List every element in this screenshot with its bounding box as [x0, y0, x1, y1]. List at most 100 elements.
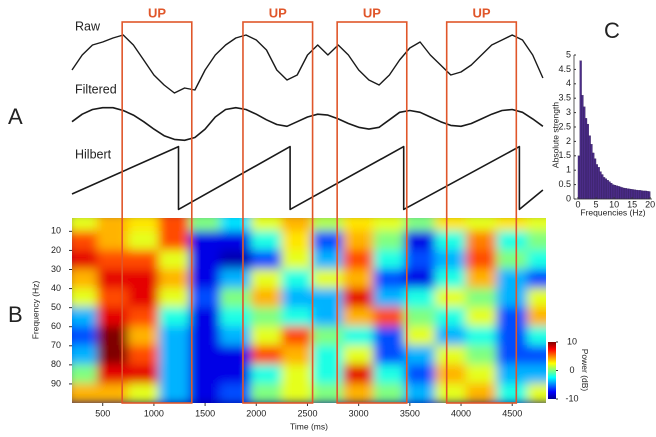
heat-cell — [434, 268, 467, 290]
histogram-bar — [612, 184, 615, 200]
histogram-bar — [586, 123, 589, 200]
x-tick-label: 4500 — [502, 408, 522, 418]
heat-cell — [404, 249, 436, 270]
heat-cell — [97, 326, 129, 347]
heat-cell — [465, 249, 498, 270]
heat-cell — [97, 345, 129, 366]
heat-cell — [373, 230, 406, 251]
heat-cell — [158, 249, 191, 270]
heat-cell — [312, 326, 344, 347]
heat-cell — [158, 230, 191, 251]
heat-cell — [219, 230, 252, 251]
spectrogram-cells — [72, 218, 546, 403]
x-tick-label: 1000 — [144, 408, 164, 418]
heat-cell — [496, 249, 529, 270]
heat-cell — [127, 288, 160, 309]
heat-cell — [527, 218, 546, 232]
colorbar — [548, 342, 556, 399]
histogram-bar — [633, 189, 636, 200]
histogram-bar — [601, 174, 604, 200]
panel-label: C — [604, 18, 620, 43]
x-tick-label: 5 — [594, 199, 599, 209]
x-tick-label: 15 — [627, 199, 637, 209]
heat-cell — [404, 268, 436, 290]
heat-cell — [158, 268, 191, 290]
heat-cell — [97, 307, 129, 328]
histogram-bar — [613, 185, 617, 200]
heat-cell — [465, 364, 498, 385]
histogram-bar — [628, 188, 631, 200]
y-tick-label: 90 — [51, 378, 61, 388]
up-period-label: UP — [472, 5, 490, 20]
heat-cell — [527, 364, 546, 385]
histogram-bar — [635, 189, 638, 200]
heat-cell — [250, 364, 283, 385]
heat-cell — [527, 268, 546, 290]
heat-cell — [158, 288, 191, 309]
heat-cell — [404, 218, 436, 232]
heat-cell — [127, 230, 160, 251]
heat-cell — [465, 268, 498, 290]
histogram-bar — [590, 144, 593, 200]
trace-line — [71, 106, 544, 142]
y-tick-label: 10 — [51, 226, 61, 236]
heat-cell — [250, 249, 283, 270]
y-tick-label: 50 — [51, 302, 61, 312]
heat-cell — [250, 218, 283, 232]
heat-cell — [527, 326, 546, 347]
heat-cell — [97, 218, 129, 232]
histogram-bar — [585, 118, 588, 200]
heat-cell — [312, 230, 344, 251]
heat-cell — [342, 230, 375, 251]
heat-cell — [158, 383, 191, 403]
y-tick-label: 20 — [51, 245, 61, 255]
y-tick-label: 40 — [51, 283, 61, 293]
colorbar-tick-label: 10 — [567, 336, 577, 346]
heat-cell — [373, 383, 406, 403]
heat-cell — [189, 364, 221, 385]
heat-cell — [465, 288, 498, 309]
heat-cell — [312, 218, 344, 232]
trace-title: Hilbert — [75, 147, 112, 161]
heat-cell — [158, 364, 191, 385]
trace-title: Raw — [75, 19, 101, 33]
heat-cell — [189, 249, 221, 270]
histogram-bar — [641, 190, 644, 200]
y-tick-label: 2 — [566, 136, 571, 146]
heat-cell — [373, 345, 406, 366]
heat-cell — [496, 345, 529, 366]
histogram-bar — [644, 190, 647, 200]
heat-cell — [97, 230, 129, 251]
trace-line — [71, 34, 544, 94]
heat-cell — [281, 383, 314, 403]
heat-cell — [373, 218, 406, 232]
heat-cell — [281, 268, 314, 290]
colorbar-label: Power (dB) — [580, 349, 590, 392]
up-period-box — [445, 21, 518, 404]
heat-cell — [496, 268, 529, 290]
colorbar-tick-label: -10 — [565, 393, 578, 403]
heat-cell — [465, 345, 498, 366]
histogram-bar — [639, 190, 642, 200]
heat-cell — [312, 268, 344, 290]
heat-cell — [189, 307, 221, 328]
heat-cell — [219, 218, 252, 232]
heat-cell — [496, 326, 529, 347]
heat-cell — [189, 288, 221, 309]
heat-cell — [373, 268, 406, 290]
up-period-label: UP — [148, 5, 166, 20]
heat-cell — [189, 268, 221, 290]
histogram-bar — [603, 177, 606, 200]
heat-cell — [404, 326, 436, 347]
heat-cell — [342, 383, 375, 403]
heat-cell — [219, 383, 252, 403]
y-tick-label: 3 — [566, 107, 571, 117]
y-axis-label: Absolute strength — [550, 102, 560, 168]
heat-cell — [527, 249, 546, 270]
heat-cell — [434, 307, 467, 328]
heat-cell — [434, 249, 467, 270]
x-tick-label: 3000 — [349, 408, 369, 418]
y-tick-label: 70 — [51, 340, 61, 350]
histogram-bar — [606, 180, 609, 200]
heat-cell — [342, 326, 375, 347]
